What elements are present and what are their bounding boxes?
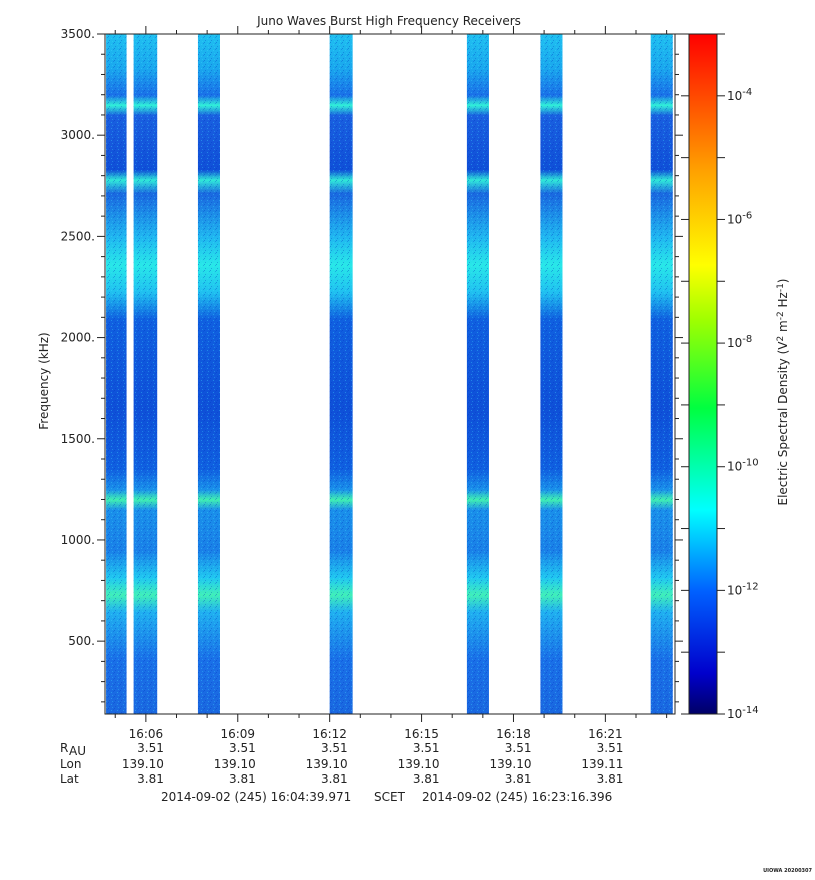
x-tick-label-5: 16:21 — [588, 727, 623, 741]
y-axis-label: Frequency (kHz) — [37, 332, 51, 429]
data-bursts — [106, 34, 673, 714]
y-tick-label-2500: 2500. — [61, 229, 95, 243]
colorbar-tick-label--4: 10-4 — [727, 87, 752, 103]
ephemeris-table: R AU 3.51 3.51 3.51 3.51 3.51 3.51 Lon 139.10 139.… — [60, 741, 623, 786]
data-burst-texture-2 — [133, 34, 158, 714]
y-tick-label-2000: 2000. — [61, 331, 95, 345]
ephemeris-value-1-0: 139.10 — [122, 757, 164, 771]
data-burst-texture-4 — [329, 34, 353, 714]
time-range-end: 2014-09-02 (245) 16:23:16.396 — [422, 790, 612, 804]
ephemeris-value-2-1: 3.81 — [229, 772, 256, 786]
ephemeris-value-2-2: 3.81 — [321, 772, 348, 786]
ephemeris-value-0-5: 3.51 — [597, 741, 624, 755]
time-range-start: 2014-09-02 (245) 16:04:39.971 — [161, 790, 351, 804]
colorbar-tick-label--8: 10-8 — [727, 334, 752, 350]
y-tick-label-3000: 3000. — [61, 128, 95, 142]
x-tick-label-4: 16:18 — [496, 727, 531, 741]
x-tick-label-0: 16:06 — [129, 727, 164, 741]
colorbar-label: Electric Spectral Density (V2 m-2 Hz-1) — [776, 278, 790, 505]
x-tick-label-3: 16:15 — [404, 727, 439, 741]
ephemeris-value-1-3: 139.10 — [398, 757, 440, 771]
ephemeris-value-0-4: 3.51 — [505, 741, 532, 755]
ephemeris-value-2-3: 3.81 — [413, 772, 440, 786]
ephemeris-row-sublabel-0: AU — [69, 744, 86, 758]
data-burst-texture-5 — [466, 34, 489, 714]
ephemeris-value-2-0: 3.81 — [137, 772, 164, 786]
x-tick-label-2: 16:12 — [312, 727, 347, 741]
colorbar-tick-label--14: 10-14 — [727, 705, 759, 721]
ephemeris-value-1-1: 139.10 — [214, 757, 256, 771]
plot-frame — [104, 33, 676, 715]
ephemeris-value-0-2: 3.51 — [321, 741, 348, 755]
plot-border — [104, 33, 676, 715]
data-burst-texture-3 — [197, 34, 220, 714]
ephemeris-row-label-0: R — [60, 741, 68, 755]
data-burst-texture-6 — [540, 34, 563, 714]
y-axis: 3500. 3000. 2500. 2000. 1500. 1000. 500. — [61, 27, 683, 703]
colorbar-tick-label--6: 10-6 — [727, 210, 752, 226]
y-tick-label-3500: 3500. — [61, 27, 95, 41]
ephemeris-value-2-5: 3.81 — [597, 772, 624, 786]
colorbar-tick-label--12: 10-12 — [727, 581, 759, 597]
time-range-label: SCET — [374, 790, 406, 804]
footer-tag: UIOWA 20200307 — [763, 868, 812, 874]
colorbar-ticks: 10-4 10-6 10-8 10-10 10-12 10-14 — [681, 33, 759, 721]
data-burst-texture-7 — [650, 34, 673, 714]
data-burst-texture-1 — [106, 34, 127, 714]
x-axis: 16:06 16:09 16:12 16:15 16:18 16:21 — [114, 26, 668, 741]
ephemeris-value-1-4: 139.10 — [489, 757, 531, 771]
ephemeris-value-0-1: 3.51 — [229, 741, 256, 755]
ephemeris-row-label-1: Lon — [60, 757, 81, 771]
chart-title: Juno Waves Burst High Frequency Receiver… — [256, 14, 521, 28]
ephemeris-value-0-0: 3.51 — [137, 741, 164, 755]
y-tick-label-500: 500. — [68, 634, 95, 648]
ephemeris-row-label-2: Lat — [60, 772, 79, 786]
colorbar-tick-label--10: 10-10 — [727, 458, 759, 474]
colorbar — [688, 33, 718, 715]
y-tick-label-1500: 1500. — [61, 432, 95, 446]
ephemeris-value-1-5: 139.11 — [581, 757, 623, 771]
ephemeris-value-2-4: 3.81 — [505, 772, 532, 786]
ephemeris-value-0-3: 3.51 — [413, 741, 440, 755]
ephemeris-value-1-2: 139.10 — [306, 757, 348, 771]
x-tick-label-1: 16:09 — [220, 727, 255, 741]
y-tick-label-1000: 1000. — [61, 533, 95, 547]
